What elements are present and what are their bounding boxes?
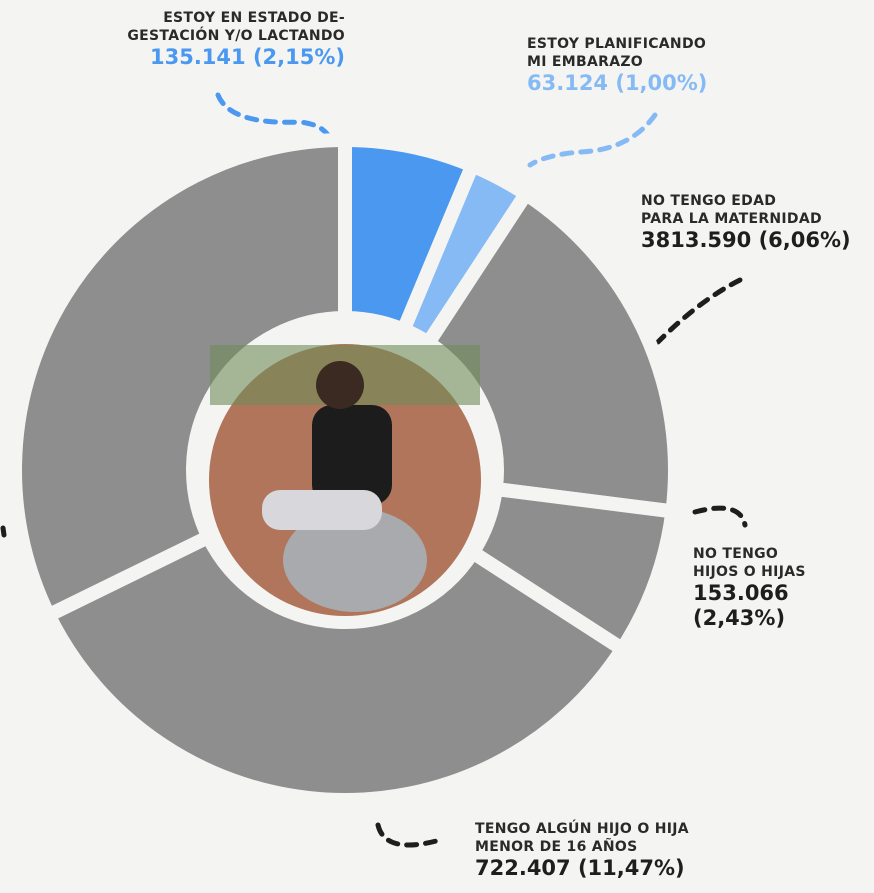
- connector: [655, 277, 743, 345]
- connector: [0, 525, 7, 538]
- segment-label: ESTOY EN ESTADO DE- GESTACIÓN Y/O LACTAN…: [127, 10, 345, 70]
- segment-label: ESTOY PLANIFICANDO MI EMBARAZO 63.124 (1,…: [527, 36, 707, 96]
- donut-segment: [39, 527, 632, 807]
- connector: [375, 822, 443, 848]
- photo-ball: [283, 508, 427, 612]
- connectors: [0, 92, 748, 848]
- value-label: 135.141 (2,15%): [149, 45, 345, 69]
- connector: [527, 112, 658, 168]
- category-label: NO TENGO EDAD PARA LA MATERNIDAD: [641, 193, 822, 227]
- category-label: NO TENGO HIJOS O HIJAS: [693, 546, 806, 580]
- photo-shirt: [312, 405, 392, 505]
- category-label: ESTOY EN ESTADO DE- GESTACIÓN Y/O LACTAN…: [127, 10, 345, 44]
- photo-head: [316, 361, 364, 409]
- category-label: TENGO ALGÚN HIJO O HIJA MENOR DE 16 AÑOS: [475, 821, 689, 855]
- connector: [692, 505, 748, 528]
- value-label: 722.407 (11,47%): [475, 856, 685, 880]
- photo-legs: [262, 490, 382, 530]
- donut-segment: [8, 132, 352, 625]
- connector: [215, 92, 331, 138]
- segment-label: NO TENGO EDAD PARA LA MATERNIDAD 3813.590…: [641, 193, 851, 253]
- segment-label: NO TENGO HIJOS O HIJAS 153.066 (2,43%): [693, 546, 806, 631]
- segment-label: TENGO ALGÚN HIJO O HIJA MENOR DE 16 AÑOS…: [475, 821, 689, 881]
- value-label: 63.124 (1,00%): [527, 71, 708, 95]
- value-label: 3813.590 (6,06%): [641, 228, 851, 252]
- value-label: 153.066 (2,43%): [693, 581, 789, 631]
- category-label: ESTOY PLANIFICANDO MI EMBARAZO: [527, 36, 707, 70]
- center-photo: [209, 344, 481, 616]
